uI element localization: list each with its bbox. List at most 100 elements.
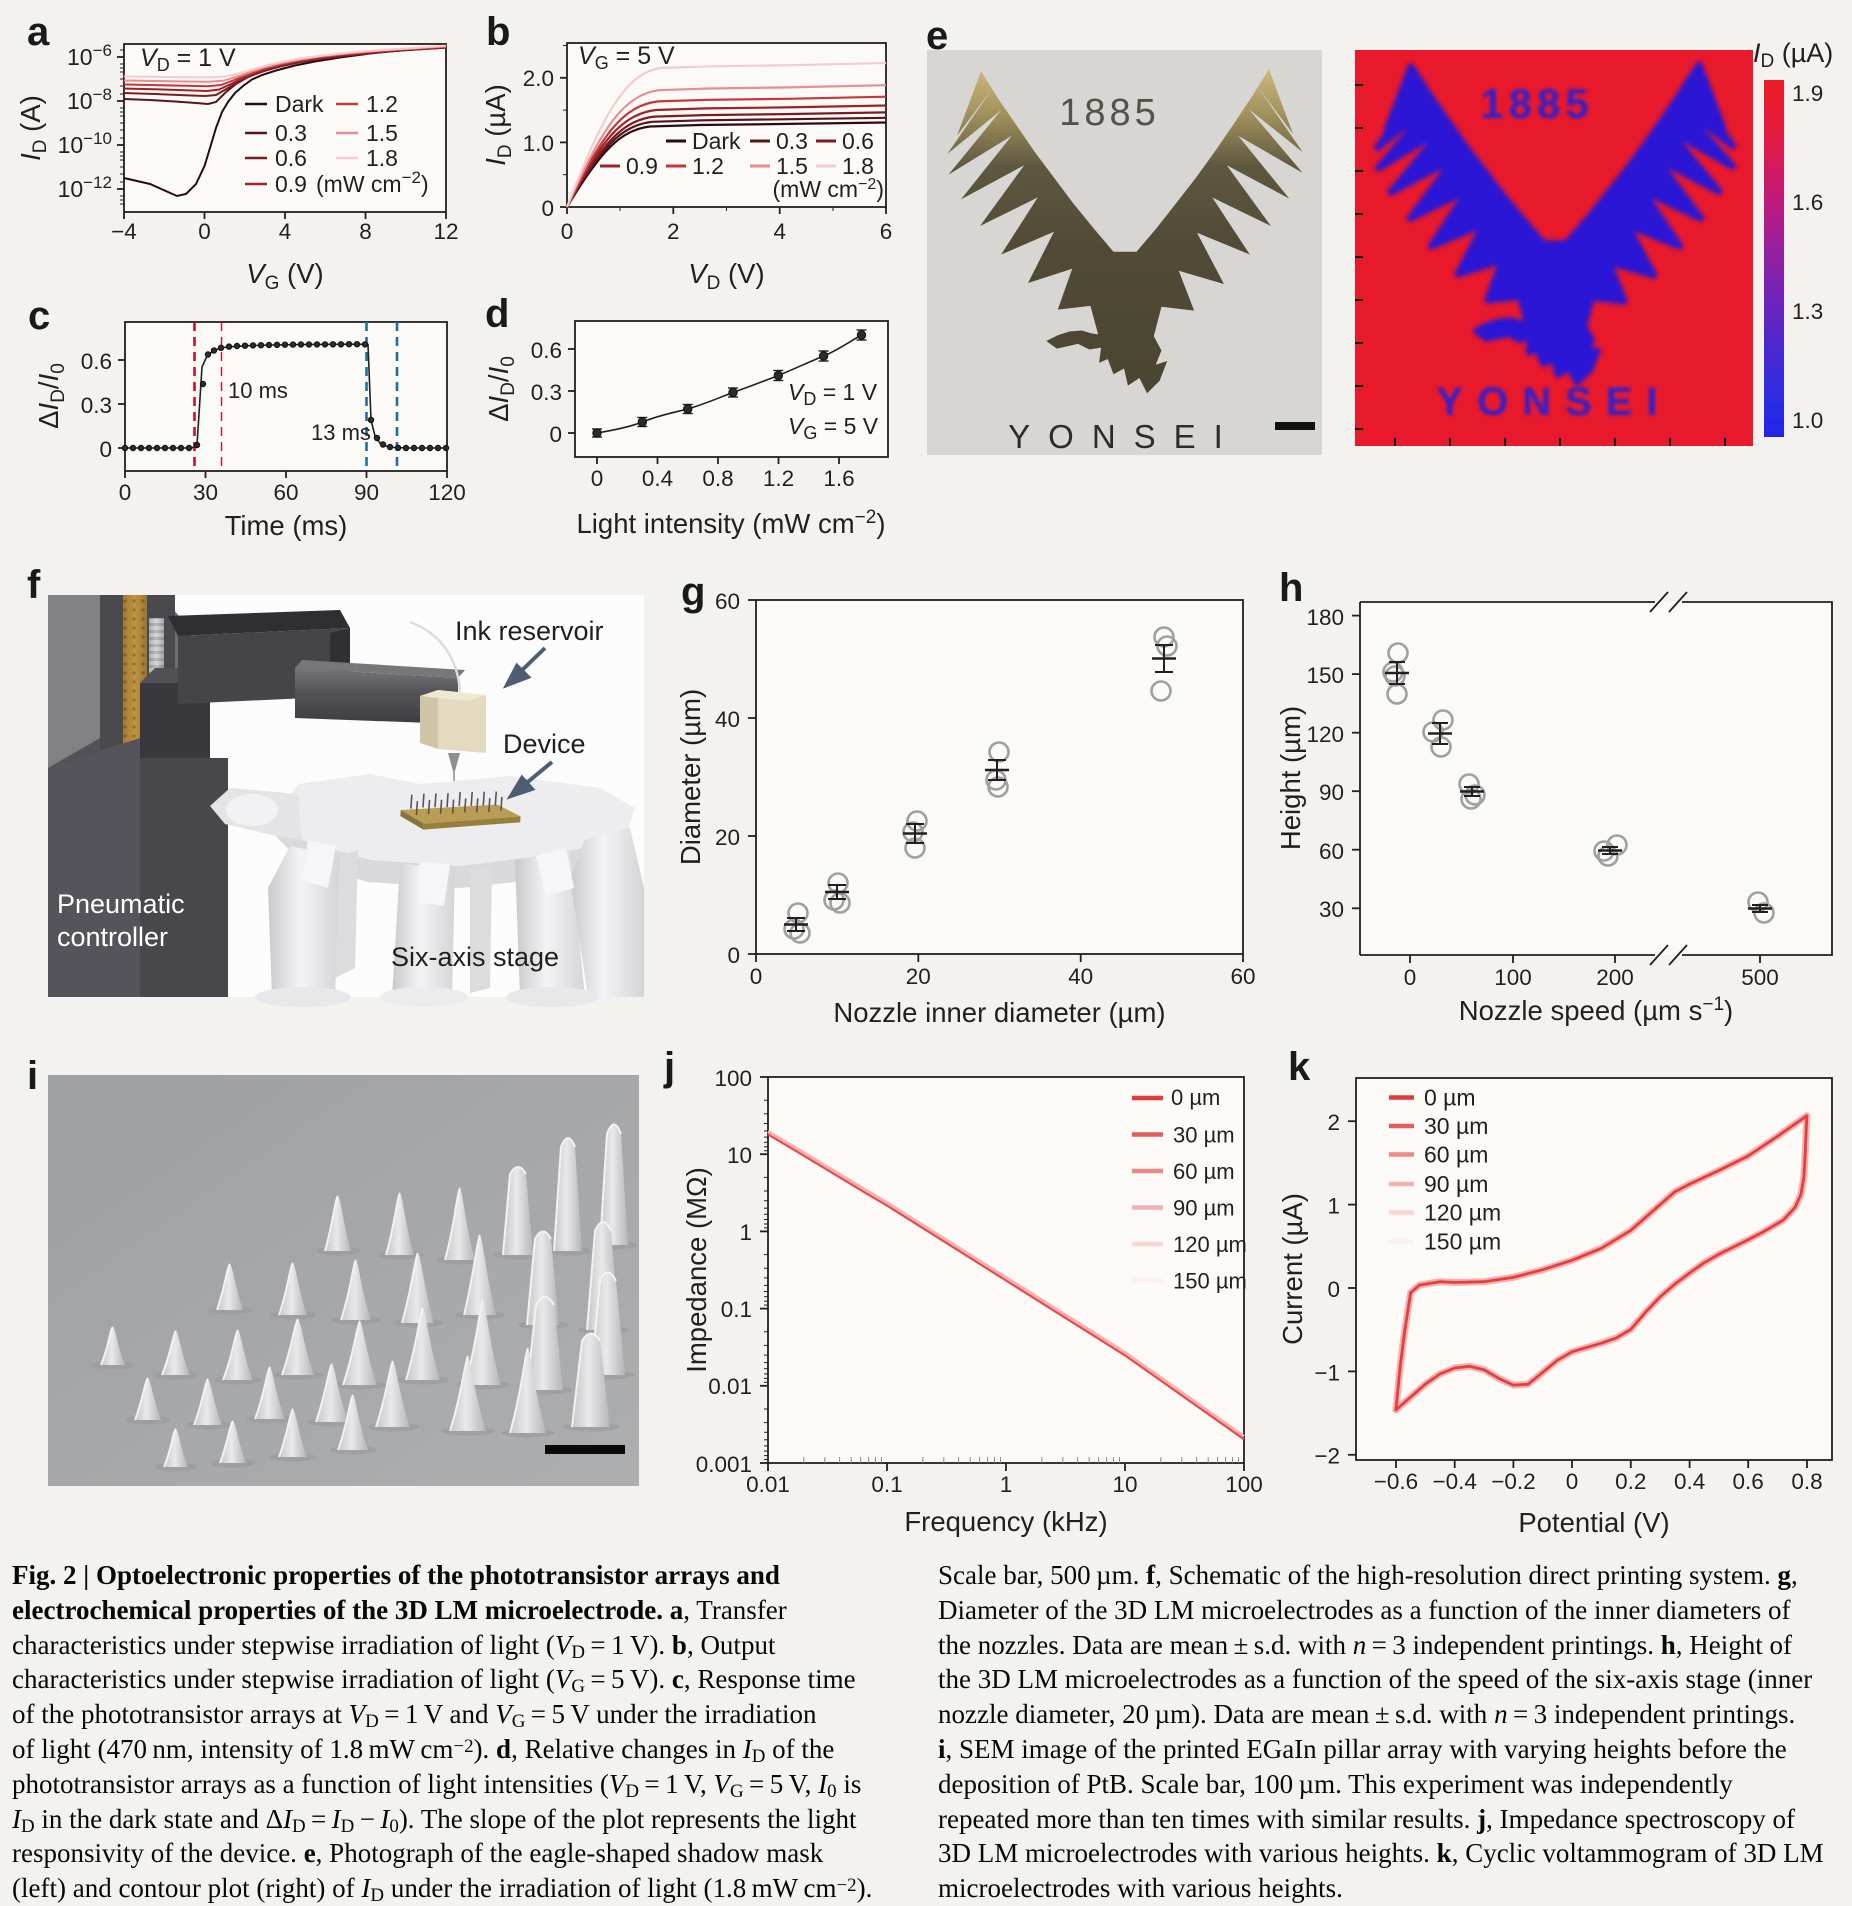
svg-text:0.1: 0.1 (721, 1297, 752, 1322)
svg-text:controller: controller (57, 922, 168, 952)
svg-text:60: 60 (715, 589, 740, 614)
svg-text:1.9: 1.9 (1792, 81, 1823, 106)
svg-text:0: 0 (561, 219, 574, 244)
svg-text:Device: Device (503, 729, 586, 759)
svg-text:100: 100 (1494, 965, 1532, 990)
svg-text:60: 60 (1319, 839, 1344, 864)
svg-text:Frequency (kHz): Frequency (kHz) (904, 1506, 1107, 1537)
svg-text:2: 2 (1327, 1110, 1340, 1135)
svg-text:0.9: 0.9 (626, 153, 658, 179)
svg-text:1: 1 (1000, 1472, 1013, 1497)
svg-text:VD = 1 V: VD = 1 V (140, 44, 236, 75)
svg-text:0: 0 (541, 196, 554, 221)
svg-text:150 µm: 150 µm (1424, 1229, 1501, 1255)
svg-text:−0.6: −0.6 (1374, 1469, 1418, 1494)
svg-text:0.3: 0.3 (531, 380, 562, 405)
svg-text:−2: −2 (1314, 1444, 1340, 1469)
svg-text:30 µm: 30 µm (1173, 1123, 1235, 1148)
svg-text:VG (V): VG (V) (246, 258, 323, 294)
svg-text:Potential (V): Potential (V) (1518, 1507, 1669, 1538)
svg-text:10−12: 10−12 (58, 173, 112, 202)
svg-text:ID (µA): ID (µA) (480, 84, 516, 166)
svg-text:Ink reservoir: Ink reservoir (455, 616, 604, 646)
svg-text:120: 120 (1306, 722, 1344, 747)
svg-text:90: 90 (1319, 780, 1344, 805)
svg-text:0 µm: 0 µm (1424, 1085, 1476, 1111)
svg-text:1.2: 1.2 (763, 466, 794, 491)
svg-text:500: 500 (1741, 965, 1779, 990)
svg-text:150 µm: 150 µm (1173, 1269, 1247, 1294)
svg-text:ID (A): ID (A) (15, 95, 51, 161)
svg-text:0: 0 (99, 437, 112, 462)
svg-text:4: 4 (279, 219, 292, 244)
svg-text:−0.2: −0.2 (1491, 1469, 1535, 1494)
svg-text:0.4: 0.4 (1674, 1469, 1705, 1494)
svg-text:2.0: 2.0 (523, 66, 554, 91)
svg-text:ΔID/I0: ΔID/I0 (483, 356, 519, 422)
svg-text:10: 10 (727, 1143, 752, 1168)
svg-text:150: 150 (1306, 663, 1344, 688)
svg-text:40: 40 (1068, 964, 1093, 989)
svg-text:Height (µm): Height (µm) (1275, 706, 1306, 850)
svg-text:0.3: 0.3 (275, 120, 307, 146)
svg-text:100: 100 (714, 1066, 752, 1091)
svg-text:0.9: 0.9 (275, 171, 307, 197)
svg-text:1.2: 1.2 (692, 153, 724, 179)
svg-text:20: 20 (906, 964, 931, 989)
svg-text:0: 0 (727, 943, 740, 968)
svg-text:VG = 5 V: VG = 5 V (578, 42, 675, 73)
svg-text:13 ms: 13 ms (311, 420, 371, 445)
svg-text:10: 10 (1112, 1472, 1137, 1497)
svg-text:0: 0 (119, 480, 132, 505)
svg-text:0.3: 0.3 (776, 128, 808, 154)
svg-text:0.8: 0.8 (702, 466, 733, 491)
svg-text:0.6: 0.6 (275, 145, 307, 171)
svg-text:10−10: 10−10 (58, 129, 112, 158)
svg-text:12: 12 (433, 219, 458, 244)
svg-text:1.0: 1.0 (523, 131, 554, 156)
svg-text:30: 30 (193, 480, 218, 505)
svg-text:0 µm: 0 µm (1171, 1085, 1220, 1110)
svg-text:0.6: 0.6 (81, 349, 112, 374)
svg-text:VD = 1 V: VD = 1 V (788, 379, 878, 409)
svg-text:ΔID/I0: ΔID/I0 (33, 363, 69, 429)
svg-text:10−6: 10−6 (67, 41, 112, 70)
svg-text:1.2: 1.2 (366, 91, 398, 117)
svg-text:0: 0 (750, 964, 763, 989)
svg-text:0: 0 (1327, 1277, 1340, 1302)
svg-text:0: 0 (1404, 965, 1417, 990)
svg-text:0.1: 0.1 (871, 1472, 902, 1497)
svg-text:0.01: 0.01 (746, 1472, 790, 1497)
svg-text:Time (ms): Time (ms) (225, 510, 348, 541)
svg-text:120 µm: 120 µm (1173, 1232, 1247, 1257)
svg-text:Nozzle speed (µm s−1): Nozzle speed (µm s−1) (1459, 994, 1733, 1026)
svg-text:20: 20 (715, 825, 740, 850)
svg-text:Impedance (MΩ): Impedance (MΩ) (681, 1167, 712, 1373)
svg-text:1: 1 (1327, 1194, 1340, 1219)
svg-text:90: 90 (354, 480, 379, 505)
svg-text:Light intensity (mW cm−2): Light intensity (mW cm−2) (577, 507, 886, 539)
svg-text:6: 6 (880, 219, 893, 244)
svg-text:1.0: 1.0 (1792, 408, 1823, 433)
svg-text:0.01: 0.01 (708, 1374, 752, 1399)
svg-text:30: 30 (1319, 897, 1344, 922)
svg-text:1.6: 1.6 (1792, 190, 1823, 215)
svg-text:0: 0 (198, 219, 211, 244)
svg-text:2: 2 (667, 219, 680, 244)
svg-text:1.5: 1.5 (366, 120, 398, 146)
svg-text:0: 0 (591, 466, 604, 491)
svg-text:0.3: 0.3 (81, 393, 112, 418)
svg-text:0.6: 0.6 (531, 338, 562, 363)
svg-text:0: 0 (549, 422, 562, 447)
svg-text:VG = 5 V: VG = 5 V (788, 413, 879, 443)
svg-text:90 µm: 90 µm (1173, 1196, 1235, 1221)
svg-text:0.2: 0.2 (1615, 1469, 1646, 1494)
svg-text:60: 60 (1230, 964, 1255, 989)
svg-text:180: 180 (1306, 605, 1344, 630)
svg-text:120: 120 (428, 480, 466, 505)
svg-text:4: 4 (773, 219, 786, 244)
svg-text:1: 1 (739, 1220, 752, 1245)
svg-text:0.001: 0.001 (696, 1452, 752, 1477)
svg-text:60 µm: 60 µm (1424, 1142, 1488, 1168)
svg-text:30 µm: 30 µm (1424, 1113, 1488, 1139)
